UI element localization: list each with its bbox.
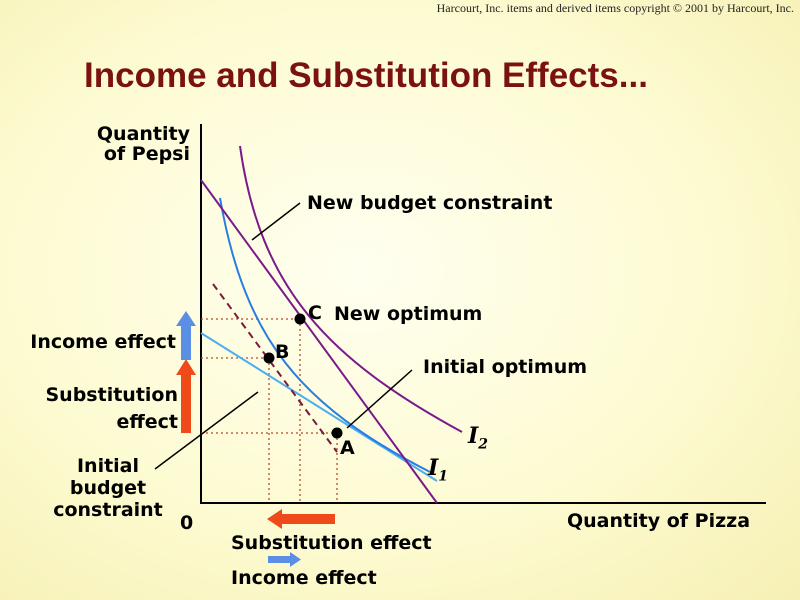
new-budget-constraint-label: New budget constraint	[307, 192, 553, 214]
y-axis-label-line1: Quantity	[96, 123, 190, 145]
initial-budget-constraint-label: Initial budget constraint	[44, 455, 172, 521]
y-axis-label-line2: of Pepsi	[103, 143, 190, 165]
new-optimum-label: New optimum	[334, 303, 483, 325]
curve-i2-subscript: 2	[478, 436, 489, 453]
point-a-marker	[331, 427, 343, 439]
horizontal-income-effect-label: Income effect	[231, 567, 377, 589]
new-budget-line	[200, 179, 438, 504]
leader-new-budget	[251, 202, 301, 241]
substitution-effect-up-arrow	[176, 359, 196, 433]
initial-budget-line3: constraint	[53, 499, 163, 521]
curve-i2-letter: I	[468, 423, 479, 449]
curve-i2-label: I2	[468, 423, 488, 452]
y-axis-label: Quantity of Pepsi	[80, 124, 190, 164]
leader-initial-budget	[154, 391, 259, 470]
vertical-substitution-line2: effect	[116, 411, 178, 433]
curve-i1-label: I1	[428, 455, 448, 484]
income-effect-up-arrow	[176, 311, 196, 360]
leader-initial-optimum	[346, 369, 413, 429]
initial-optimum-label: Initial optimum	[423, 356, 588, 378]
compensated-budget-line	[212, 283, 338, 453]
horizontal-substitution-effect-label: Substitution effect	[231, 532, 432, 554]
point-b-label: B	[275, 341, 290, 363]
vertical-substitution-line1: Substitution	[45, 384, 179, 406]
indifference-curve-i1	[219, 197, 431, 473]
point-c-marker	[294, 313, 306, 325]
vertical-income-effect-label: Income effect	[30, 331, 176, 353]
substitution-effect-left-arrow	[267, 509, 335, 529]
income-effect-right-arrow	[268, 552, 301, 567]
slide-title: Income and Substitution Effects...	[84, 56, 648, 95]
initial-budget-line	[200, 332, 438, 482]
x-axis-label: Quantity of Pizza	[567, 510, 751, 532]
point-c-label: C	[308, 302, 322, 324]
curve-i1-subscript: 1	[438, 468, 449, 485]
origin-label: 0	[180, 512, 194, 534]
initial-budget-line2: budget	[69, 477, 147, 499]
initial-budget-line1: Initial	[76, 455, 140, 477]
copyright-notice: Harcourt, Inc. items and derived items c…	[436, 1, 794, 15]
point-b-marker	[263, 352, 275, 364]
indifference-curve-i2	[239, 145, 463, 433]
vertical-substitution-effect-label: Substitution effect	[10, 382, 179, 436]
curve-i1-letter: I	[428, 455, 439, 481]
point-a-label: A	[340, 437, 355, 459]
